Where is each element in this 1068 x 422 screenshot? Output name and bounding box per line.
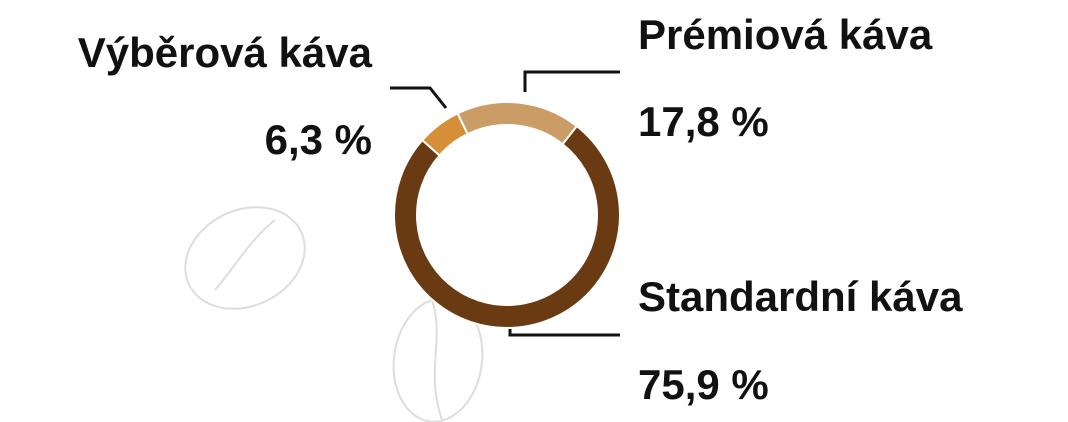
category-label: Standardní káva — [638, 273, 963, 320]
category-label: Prémiová káva — [638, 11, 933, 58]
value-label: 17,8 % — [638, 98, 769, 145]
leader-line — [390, 86, 448, 109]
category-label: Výběrová káva — [78, 29, 373, 76]
value-label: 75,9 % — [638, 361, 769, 408]
donut-segment — [393, 124, 621, 329]
donut-segment — [456, 101, 579, 146]
value-label: 6,3 % — [265, 116, 372, 163]
leader-line — [523, 70, 620, 92]
